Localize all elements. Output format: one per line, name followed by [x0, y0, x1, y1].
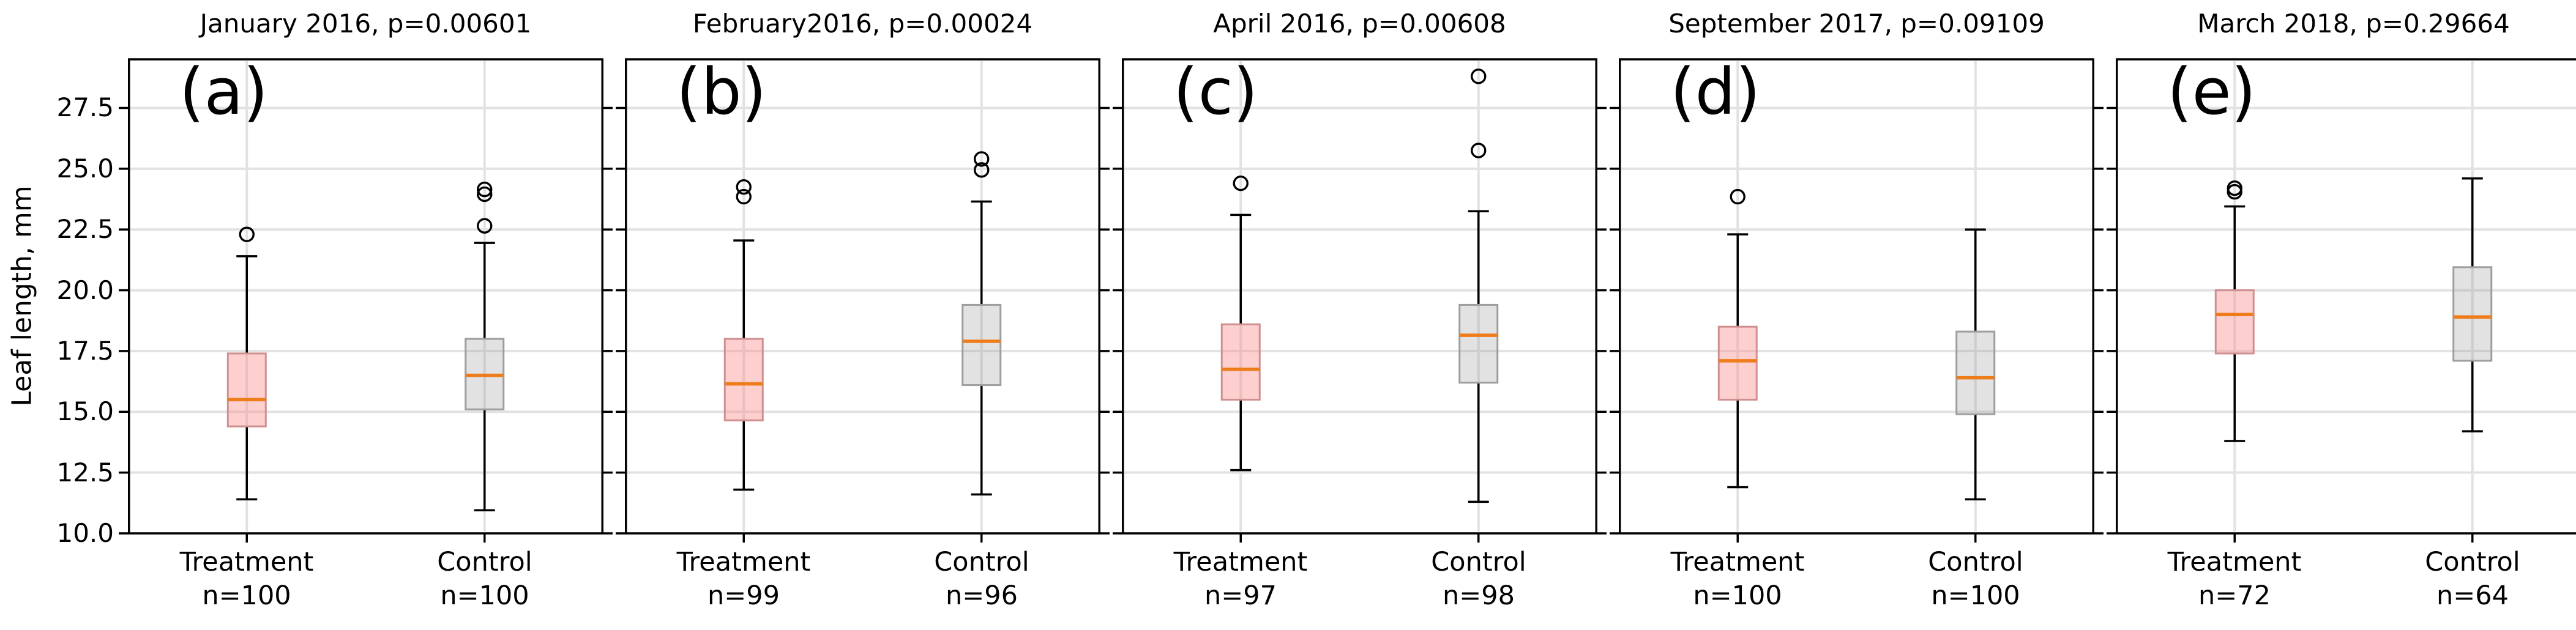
panel-title: September 2017, p=0.09109	[1668, 9, 2045, 39]
boxplot-box-treatment	[723, 338, 764, 421]
group-name: Control	[1928, 547, 2023, 577]
panel-letter: (b)	[676, 54, 767, 129]
boxplot-box-treatment	[2214, 289, 2255, 355]
group-sample-size: n=72	[2198, 580, 2271, 611]
panel-a: January 2016, p=0.00601 (a) Treatment n=…	[119, 0, 613, 630]
boxplot-box-control	[2452, 266, 2493, 362]
group-sample-size: n=100	[1931, 580, 2020, 611]
x-tick-label-treatment: Treatment n=100	[1603, 546, 1872, 613]
y-tick-label: 10.0	[56, 518, 114, 548]
boxplot-canvas	[119, 58, 613, 543]
boxplot-canvas	[1113, 58, 1607, 543]
outlier-point	[477, 181, 493, 198]
panel-letter: (c)	[1173, 54, 1258, 129]
y-tick-label: 27.5	[56, 92, 114, 123]
group-name: Treatment	[1173, 547, 1308, 577]
boxplot-canvas	[616, 58, 1110, 543]
panel-title: February2016, p=0.00024	[692, 9, 1033, 39]
outlier-point	[974, 162, 990, 178]
axes-border	[2116, 58, 2576, 535]
y-tick-label: 15.0	[56, 396, 114, 427]
axes-border	[1619, 58, 2094, 535]
outlier-point	[477, 186, 493, 202]
group-sample-size: n=98	[1443, 580, 1515, 611]
group-sample-size: n=99	[707, 580, 780, 611]
outlier-point	[2227, 180, 2242, 196]
boxplot-canvas	[1610, 58, 2104, 543]
panel-letter: (d)	[1670, 54, 1761, 129]
y-tick-label: 25.0	[56, 153, 114, 183]
group-name: Treatment	[676, 547, 811, 577]
group-sample-size: n=100	[440, 580, 529, 611]
x-tick-label-control: Control n=100	[350, 546, 619, 613]
panel-title: April 2016, p=0.00608	[1213, 9, 1506, 39]
boxplot-canvas	[2107, 58, 2576, 543]
panel-c: April 2016, p=0.00608 (c) Treatment n=97…	[1113, 0, 1607, 630]
group-sample-size: n=97	[1204, 580, 1277, 611]
group-name: Treatment	[179, 547, 314, 577]
outlier-point	[1233, 175, 1249, 191]
axes-border	[625, 58, 1100, 535]
y-tick-label: 22.5	[56, 214, 114, 245]
y-tick-label: 12.5	[56, 457, 114, 487]
boxplot-box-control	[1955, 330, 1996, 415]
group-name: Control	[2425, 547, 2520, 577]
panel-d: September 2017, p=0.09109 (d) Treatment …	[1610, 0, 2104, 630]
outlier-point	[1730, 188, 1745, 205]
boxplot-box-control	[1458, 303, 1499, 384]
group-name: Control	[1431, 547, 1526, 577]
panel-letter: (e)	[2167, 54, 2257, 129]
outlier-point	[736, 179, 752, 195]
boxplot-box-treatment	[1717, 325, 1758, 401]
panel-b: February2016, p=0.00024 (b) Treatment n=…	[616, 0, 1110, 630]
x-tick-label-treatment: Treatment n=72	[2100, 546, 2369, 613]
x-tick-label-control: Control n=100	[1841, 546, 2110, 613]
boxplot-box-control	[961, 303, 1002, 387]
outlier-point	[1471, 69, 1487, 84]
x-tick-label-treatment: Treatment n=99	[609, 546, 878, 613]
panel-title: January 2016, p=0.00601	[200, 9, 532, 39]
outlier-point	[239, 226, 255, 242]
group-name: Treatment	[2167, 547, 2302, 577]
panel-e: March 2018, p=0.29664 (e) Treatment n=72…	[2107, 0, 2576, 630]
x-tick-label-treatment: Treatment n=100	[112, 546, 381, 613]
group-sample-size: n=96	[946, 580, 1018, 611]
panel-letter: (a)	[179, 54, 268, 129]
panel-title: March 2018, p=0.29664	[2197, 9, 2510, 39]
boxplot-box-treatment	[226, 352, 267, 428]
axes-border	[1122, 58, 1597, 535]
group-name: Control	[437, 547, 532, 577]
outlier-point	[974, 151, 990, 167]
group-sample-size: n=64	[2436, 580, 2509, 611]
outlier-point	[1471, 143, 1487, 158]
group-name: Treatment	[1670, 547, 1805, 577]
outlier-point	[736, 188, 752, 205]
group-sample-size: n=100	[1693, 580, 1782, 611]
group-sample-size: n=100	[202, 580, 291, 611]
x-tick-label-control: Control n=64	[2338, 546, 2576, 613]
x-tick-label-control: Control n=96	[847, 546, 1116, 613]
y-tick-label: 17.5	[56, 335, 114, 366]
axes-border	[128, 58, 603, 535]
outlier-point	[477, 218, 493, 234]
x-tick-label-treatment: Treatment n=97	[1106, 546, 1375, 613]
x-tick-label-control: Control n=98	[1344, 546, 1613, 613]
boxplot-box-treatment	[1220, 323, 1261, 401]
group-name: Control	[934, 547, 1029, 577]
y-tick-label: 20.0	[56, 275, 114, 305]
